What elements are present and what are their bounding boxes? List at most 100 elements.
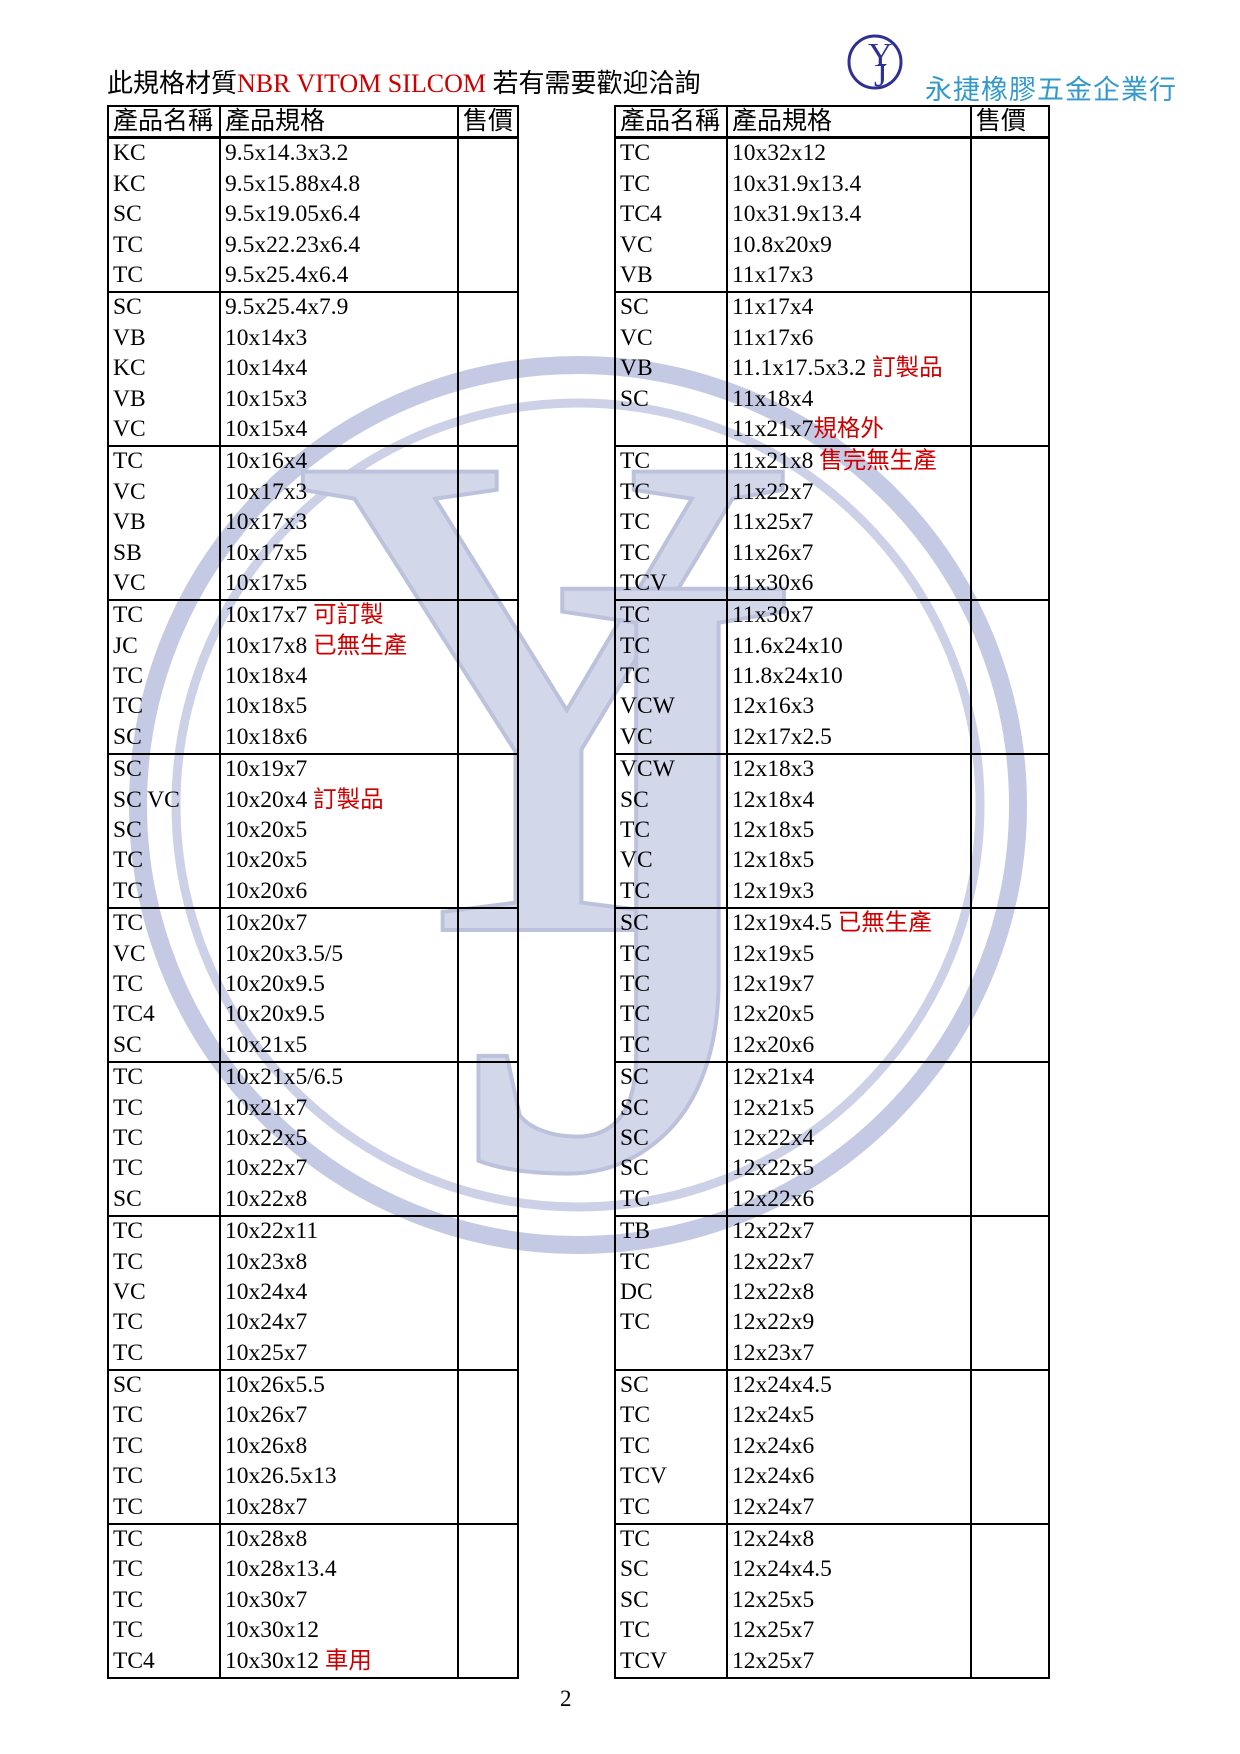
spec-text: 12x22x8 [732, 1278, 815, 1305]
product-spec-cell: 10x18x4 [220, 661, 459, 693]
column-header: 售價 [971, 106, 1050, 139]
spec-text: 10x15x4 [225, 415, 308, 442]
header-row: 產品名稱 產品規格 售價 [615, 106, 1050, 139]
price-cell [458, 1461, 519, 1493]
table-row: KC 9.5x14.3x3.2 [108, 137, 519, 170]
product-name-cell: TC4 [108, 999, 221, 1031]
price-cell [971, 1093, 1050, 1124]
spec-text: 10x17x8 [225, 632, 308, 659]
product-spec-cell: 10x22x8 [220, 1184, 459, 1216]
product-spec-cell: 10x31.9x13.4 [727, 199, 972, 231]
logo-letter-y: Y [868, 37, 893, 74]
table-row: TC 10x18x4 [108, 661, 519, 693]
product-table-right: 產品名稱 產品規格 售價 TC 10x32x12 TC 10x31.9x13.4 TC4 10x… [614, 105, 1050, 1679]
table-row: TCV 12x24x6 [615, 1461, 1050, 1493]
spec-text: 12x25x7 [732, 1617, 815, 1644]
product-name-cell: TC [108, 1431, 221, 1462]
product-spec-cell: 12x19x4.5 已無生產 [727, 906, 972, 940]
product-name-cell: TC [615, 1615, 728, 1647]
product-name-cell: TC [615, 1030, 728, 1062]
product-spec-cell: 11.1x17.5x3.2 訂製品 [727, 353, 972, 385]
product-spec-cell: 10x28x7 [220, 1492, 459, 1524]
product-spec-cell: 10x30x7 [220, 1585, 459, 1616]
product-spec-cell: 10x19x7 [220, 752, 459, 786]
price-cell [971, 1123, 1050, 1154]
material-note-suffix: 若有需要歡迎洽詢 [485, 69, 701, 98]
spec-text: 12x22x7 [732, 1248, 815, 1275]
price-cell [971, 1030, 1050, 1062]
spec-text: 10x23x8 [225, 1248, 308, 1275]
product-spec-cell: 12x24x4.5 [727, 1368, 972, 1402]
product-name-cell: TC [615, 1247, 728, 1278]
spec-text: 12x24x7 [732, 1493, 815, 1520]
product-spec-cell: 10x31.9x13.4 [727, 169, 972, 200]
material-highlight: NBR VITOM SILCOM [237, 69, 486, 98]
product-name-cell: TC [615, 444, 728, 478]
price-cell [458, 1030, 519, 1062]
product-spec-cell: 10x22x11 [220, 1214, 459, 1248]
product-name-cell: VCW [615, 692, 728, 723]
product-spec-cell: 11x25x7 [727, 507, 972, 539]
spec-text: 11x17x6 [732, 324, 814, 351]
product-spec-cell: 10x18x5 [220, 692, 459, 723]
product-name-cell: TC [615, 1431, 728, 1462]
price-cell [458, 598, 519, 632]
spec-text: 11x18x4 [732, 385, 814, 412]
product-spec-cell: 10x20x3.5/5 [220, 939, 459, 970]
spec-text: 10x22x7 [225, 1155, 308, 1182]
spec-text: 10x17x7 [225, 602, 308, 629]
product-spec-cell: 12x22x4 [727, 1123, 972, 1154]
table-row: SC 9.5x25.4x7.9 [108, 290, 519, 324]
product-spec-cell: 10x15x4 [220, 414, 459, 446]
table-row: TC 10x31.9x13.4 [615, 169, 1050, 200]
price-cell [971, 876, 1050, 908]
spec-text: 12x24x4.5 [732, 1372, 832, 1399]
spec-text: 10x20x9.5 [225, 970, 325, 997]
spec-text: 10x18x6 [225, 723, 308, 750]
note-text: 已無生產 [307, 632, 408, 659]
product-spec-cell: 12x20x6 [727, 1030, 972, 1062]
spec-text: 10x31.9x13.4 [732, 170, 862, 197]
product-name-cell: SC [615, 1153, 728, 1185]
product-spec-cell: 11x18x4 [727, 384, 972, 415]
product-name-cell: SC [615, 785, 728, 816]
spec-text: 10x26x5.5 [225, 1372, 325, 1399]
spec-text: 9.5x15.88x4.8 [225, 170, 361, 197]
table-row: TCV 12x25x7 [615, 1646, 1050, 1678]
table-row: SC 12x21x5 [615, 1093, 1050, 1124]
table-row: TC 10x16x4 [108, 444, 519, 478]
price-cell [971, 1461, 1050, 1493]
product-name-cell: TC [615, 538, 728, 569]
table-row: TC 11.6x24x10 [615, 631, 1050, 662]
spec-text: 12x24x8 [732, 1526, 815, 1553]
product-name-cell: SC [615, 1368, 728, 1402]
product-name-cell: TC [615, 1307, 728, 1339]
product-spec-cell: 10x32x12 [727, 137, 972, 170]
note-text: 售完無生產 [813, 448, 937, 475]
product-name-cell: TB [615, 1214, 728, 1248]
spec-text: 10x25x7 [225, 1339, 308, 1366]
product-spec-cell: 9.5x25.4x7.9 [220, 290, 459, 324]
product-name-cell: SC [108, 290, 221, 324]
product-name-cell: TC [615, 661, 728, 693]
product-name-cell: SC [615, 1123, 728, 1154]
table-row: TC 12x24x5 [615, 1401, 1050, 1432]
spec-text: 10x28x13.4 [225, 1556, 337, 1583]
price-cell [971, 137, 1050, 170]
product-name-cell: SC [615, 906, 728, 940]
spec-text: 10x26x8 [225, 1432, 308, 1459]
column-header: 售價 [458, 106, 519, 139]
product-spec-cell: 12x23x7 [727, 1338, 972, 1370]
price-cell [971, 414, 1050, 446]
spec-text: 11x22x7 [732, 478, 814, 505]
spec-text: 10x21x5/6.5 [225, 1064, 344, 1091]
product-spec-cell: 11x26x7 [727, 538, 972, 569]
product-spec-cell: 10x14x3 [220, 323, 459, 354]
product-spec-cell: 12x22x5 [727, 1153, 972, 1185]
price-cell [971, 752, 1050, 786]
spec-text: 10x17x3 [225, 478, 308, 505]
spec-text: 12x22x4 [732, 1124, 815, 1151]
spec-text: 12x25x7 [732, 1647, 815, 1674]
price-cell [458, 1522, 519, 1555]
spec-text: 10x21x7 [225, 1094, 308, 1121]
